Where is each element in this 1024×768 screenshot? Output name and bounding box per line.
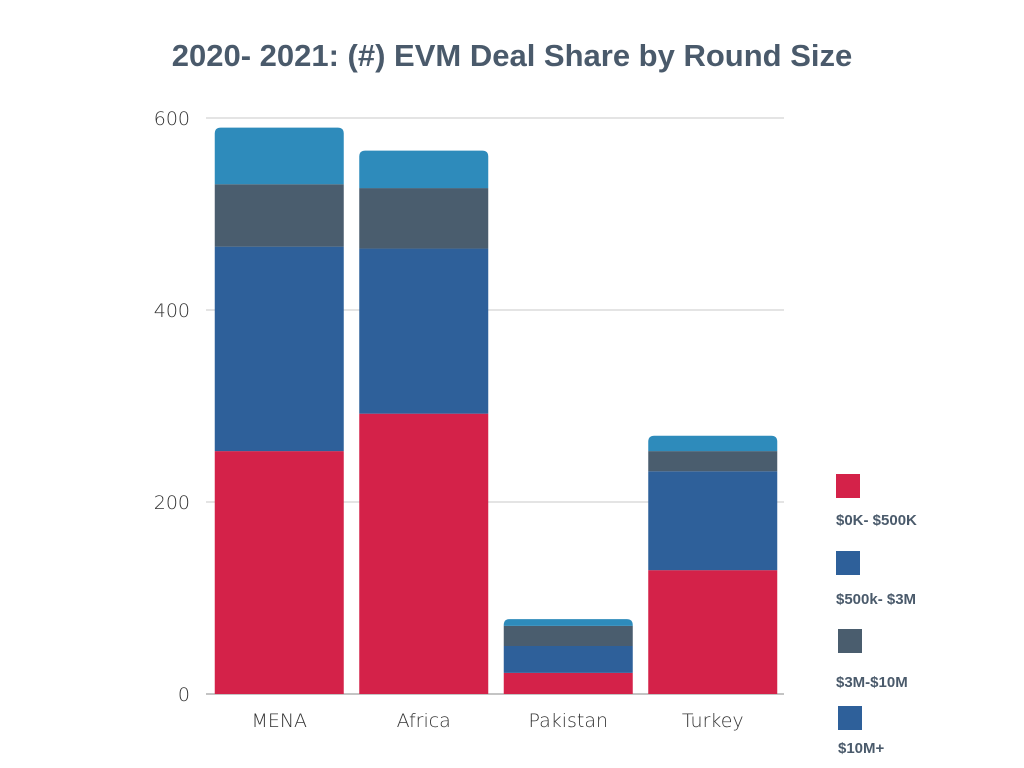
x-tick-label: Pakistan <box>528 710 608 732</box>
bar-segment <box>359 188 489 249</box>
legend-label: $10M+ <box>838 740 885 757</box>
bar-segment <box>214 246 344 452</box>
legend-swatch <box>836 551 860 575</box>
legend-label: $500k- $3M <box>836 591 917 608</box>
x-tick-label: Turkey <box>682 710 744 732</box>
legend-swatch <box>838 629 862 653</box>
bar-segment <box>503 619 633 626</box>
bar-segment <box>648 570 778 694</box>
y-tick-label: 200 <box>154 492 190 514</box>
y-tick-label: 600 <box>154 108 190 130</box>
legend-swatch <box>836 474 860 498</box>
bar-segment <box>359 413 489 694</box>
legend-swatch <box>838 706 862 730</box>
y-tick-label: 0 <box>178 684 190 706</box>
legend-label: $0K- $500K <box>836 512 917 529</box>
legend-label: $3M-$10M <box>836 674 908 691</box>
y-tick-label: 400 <box>154 300 190 322</box>
bar-segment <box>503 646 633 673</box>
bar-segment <box>359 248 489 414</box>
x-tick-label: Africa <box>397 710 451 732</box>
x-tick-label: MENA <box>251 710 307 732</box>
bar-segment <box>214 127 344 185</box>
bar-segment <box>503 625 633 646</box>
bar-segment <box>214 184 344 247</box>
bar-segment <box>648 451 778 472</box>
bar-segment <box>648 471 778 571</box>
bar-segment <box>214 451 344 694</box>
chart-title: 2020- 2021: (#) EVM Deal Share by Round … <box>171 38 853 73</box>
bar-segment <box>503 672 633 694</box>
bar-segment <box>359 150 489 189</box>
bar-segment <box>648 435 778 452</box>
